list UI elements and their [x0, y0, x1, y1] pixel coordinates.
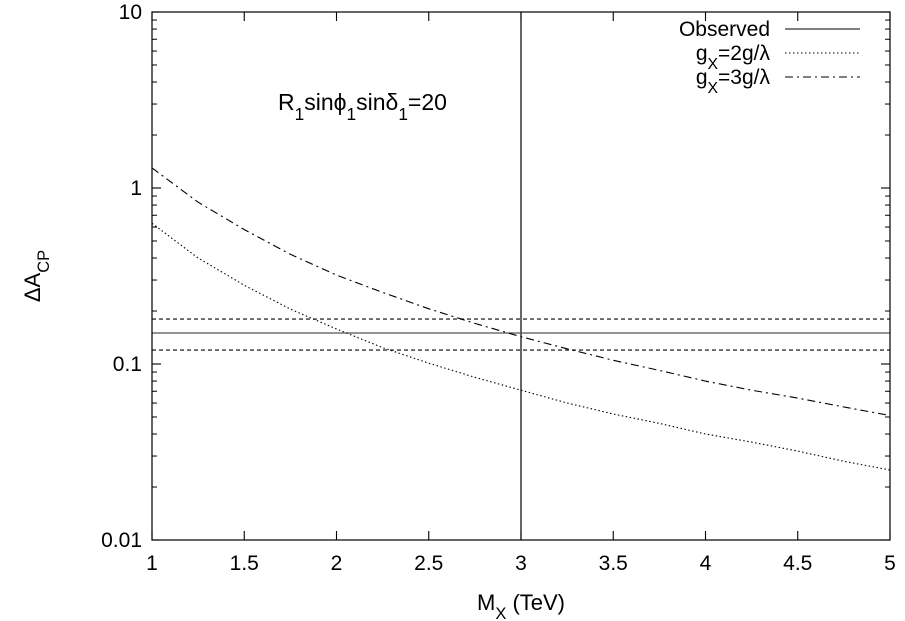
series-line-2	[151, 167, 891, 417]
x-tick-label: 2.5	[414, 552, 443, 575]
x-tick-label: 3	[515, 552, 527, 575]
text-part: sinδ	[356, 89, 398, 115]
text-part: ΔA	[20, 272, 45, 302]
y-tick-label: 0.01	[101, 529, 142, 552]
subscript: 1	[347, 104, 357, 124]
subscript: 1	[398, 104, 408, 124]
subscript: X	[708, 56, 719, 73]
text-part: Observed	[679, 18, 770, 41]
x-axis-label: MX (TeV)	[477, 590, 565, 621]
x-tick-label: 2	[331, 552, 343, 575]
axis-labels: MX (TeV) ΔACP	[20, 250, 565, 621]
x-tick-label: 1	[146, 552, 158, 575]
x-tick-label: 1.5	[230, 552, 259, 575]
text-part: g	[696, 66, 708, 89]
subscript: X	[708, 80, 719, 97]
x-tick-label: 4	[700, 552, 712, 575]
series-line-1	[151, 222, 891, 471]
x-tick-label: 4.5	[783, 552, 812, 575]
annotation-text: R1sinϕ1sinδ1=20	[278, 89, 447, 124]
x-tick-label: 5	[884, 552, 896, 575]
y-axis-ticks: 0.01 0.1 1 10	[101, 1, 890, 552]
text-part: =20	[408, 89, 447, 115]
plot-marks	[151, 12, 891, 540]
text-part: (TeV)	[506, 590, 565, 615]
text-part: sinϕ	[304, 89, 346, 115]
subscript: X	[495, 605, 506, 621]
y-axis-label: ΔACP	[20, 250, 53, 302]
annotation: R1sinϕ1sinδ1=20	[278, 89, 447, 124]
y-tick-label: 0.1	[113, 353, 142, 376]
text-part: =2g/λ	[718, 42, 770, 65]
subscript: 1	[295, 104, 305, 124]
subscript: CP	[35, 250, 53, 273]
x-axis-ticks: 1 1.5 2 2.5 3 3.5 4 4.5 5	[146, 12, 896, 575]
legend-label: gX=3g/λ	[696, 66, 771, 97]
text-part: g	[696, 42, 708, 65]
legend-label: Observed	[679, 18, 770, 41]
legend-label: gX=2g/λ	[696, 42, 771, 73]
y-tick-label: 1	[130, 177, 142, 200]
y-tick-label: 10	[119, 1, 142, 24]
text-part: R	[278, 89, 295, 115]
x-tick-label: 3.5	[599, 552, 628, 575]
text-part: M	[477, 590, 495, 615]
text-part: =3g/λ	[718, 66, 770, 89]
